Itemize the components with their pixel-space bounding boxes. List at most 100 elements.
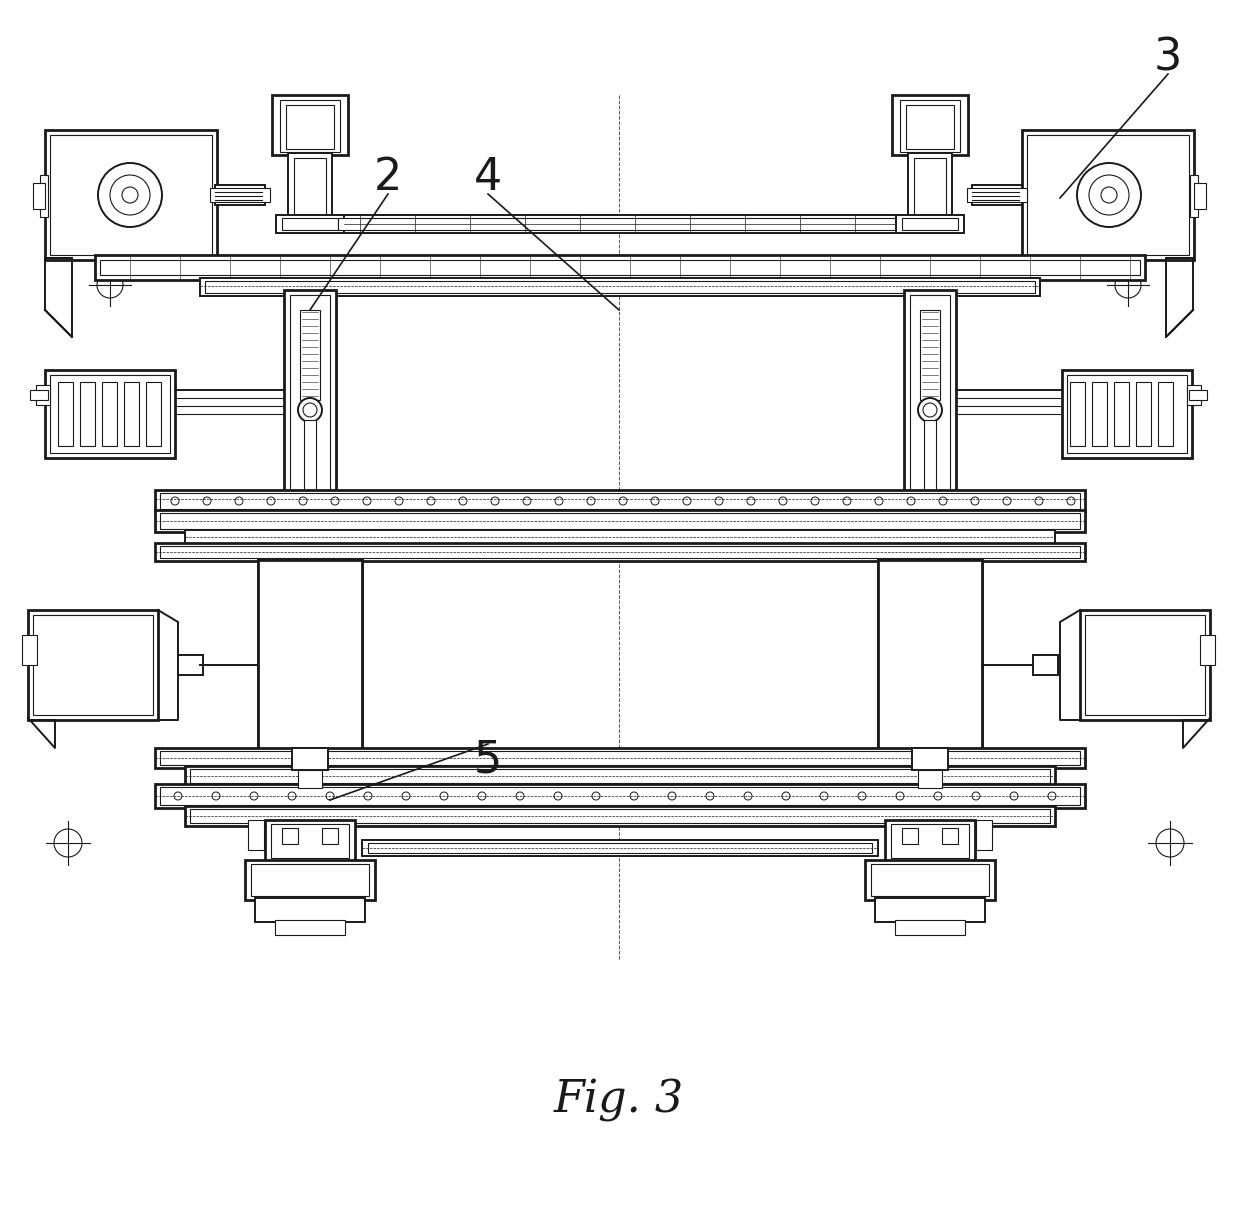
- Bar: [155, 490, 1085, 512]
- Bar: [185, 766, 1055, 787]
- Bar: [250, 864, 370, 896]
- Circle shape: [267, 497, 275, 505]
- Bar: [95, 255, 1145, 279]
- Circle shape: [591, 792, 600, 800]
- Bar: [30, 390, 48, 400]
- Bar: [339, 218, 901, 230]
- Bar: [910, 295, 950, 505]
- Bar: [1092, 382, 1107, 446]
- Bar: [895, 920, 965, 936]
- Bar: [918, 771, 942, 788]
- Bar: [264, 565, 356, 745]
- Bar: [190, 809, 1050, 824]
- Bar: [280, 100, 340, 151]
- Bar: [976, 820, 992, 849]
- Circle shape: [250, 792, 258, 800]
- Circle shape: [1089, 175, 1128, 215]
- Bar: [904, 291, 956, 510]
- Circle shape: [619, 497, 627, 505]
- Text: Fig. 3: Fig. 3: [554, 1078, 684, 1121]
- Bar: [155, 543, 1085, 561]
- Polygon shape: [45, 259, 72, 337]
- Bar: [924, 420, 936, 510]
- Circle shape: [556, 497, 563, 505]
- Bar: [972, 185, 1022, 206]
- Bar: [210, 188, 270, 202]
- Bar: [102, 382, 117, 446]
- Bar: [343, 215, 897, 233]
- Bar: [33, 616, 153, 715]
- Bar: [1200, 635, 1215, 665]
- Bar: [40, 175, 48, 217]
- Bar: [900, 100, 960, 151]
- Bar: [914, 158, 946, 215]
- Bar: [50, 135, 212, 255]
- Bar: [291, 748, 329, 771]
- Circle shape: [918, 398, 942, 422]
- Circle shape: [1066, 497, 1075, 505]
- Bar: [272, 824, 348, 858]
- Circle shape: [746, 497, 755, 505]
- Bar: [58, 382, 73, 446]
- Circle shape: [98, 162, 162, 227]
- Circle shape: [782, 792, 790, 800]
- Circle shape: [1035, 497, 1043, 505]
- Bar: [967, 188, 1027, 202]
- Circle shape: [212, 792, 219, 800]
- Bar: [1066, 375, 1187, 453]
- Text: 2: 2: [373, 156, 402, 199]
- Bar: [160, 513, 1080, 529]
- Circle shape: [440, 792, 448, 800]
- Bar: [1085, 616, 1205, 715]
- Circle shape: [683, 497, 691, 505]
- Bar: [248, 820, 264, 849]
- Bar: [1061, 371, 1192, 458]
- Bar: [185, 806, 1055, 826]
- Bar: [1187, 385, 1202, 405]
- Bar: [155, 784, 1085, 808]
- Circle shape: [875, 497, 883, 505]
- Circle shape: [459, 497, 467, 505]
- Circle shape: [363, 497, 371, 505]
- Text: 3: 3: [1153, 37, 1182, 80]
- Bar: [1194, 183, 1207, 209]
- Circle shape: [587, 497, 595, 505]
- Circle shape: [554, 792, 562, 800]
- Bar: [281, 828, 298, 844]
- Circle shape: [1156, 828, 1184, 857]
- Circle shape: [715, 497, 723, 505]
- Circle shape: [906, 497, 915, 505]
- Bar: [892, 95, 968, 155]
- Bar: [897, 215, 963, 233]
- Circle shape: [365, 792, 372, 800]
- Circle shape: [236, 497, 243, 505]
- Circle shape: [971, 497, 980, 505]
- Bar: [885, 820, 975, 862]
- Bar: [270, 570, 350, 739]
- Bar: [160, 547, 1080, 558]
- Circle shape: [858, 792, 866, 800]
- Bar: [265, 820, 355, 862]
- Circle shape: [897, 792, 904, 800]
- Bar: [36, 385, 50, 405]
- Bar: [160, 492, 1080, 508]
- Bar: [258, 560, 362, 750]
- Bar: [322, 828, 339, 844]
- Bar: [942, 828, 959, 844]
- Bar: [884, 565, 976, 745]
- Circle shape: [427, 497, 435, 505]
- Circle shape: [651, 497, 658, 505]
- Circle shape: [923, 403, 937, 417]
- Polygon shape: [1166, 259, 1193, 337]
- Circle shape: [331, 497, 339, 505]
- Bar: [290, 295, 330, 505]
- Bar: [155, 510, 1085, 532]
- Bar: [29, 611, 157, 720]
- Bar: [100, 260, 1140, 275]
- Circle shape: [972, 792, 980, 800]
- Bar: [892, 824, 968, 858]
- Bar: [33, 183, 45, 209]
- Bar: [901, 828, 918, 844]
- Circle shape: [171, 497, 179, 505]
- Bar: [1158, 382, 1173, 446]
